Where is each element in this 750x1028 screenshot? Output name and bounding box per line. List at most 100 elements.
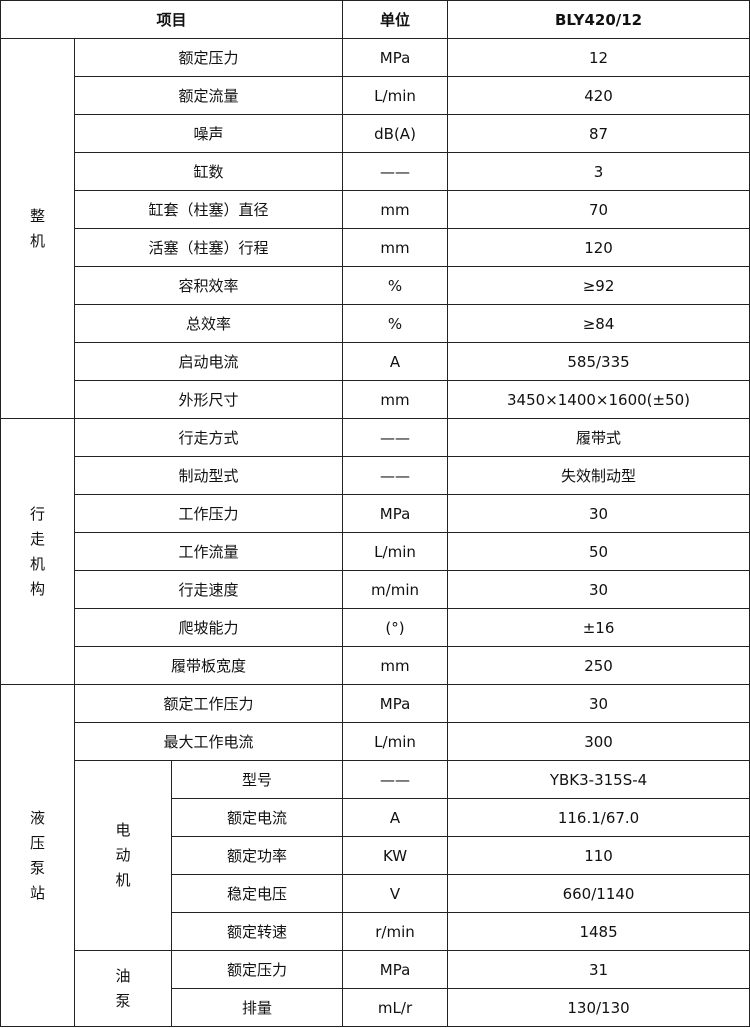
item-cell: 额定流量	[73, 76, 344, 115]
table-row: 额定转速 r/min 1485	[1, 912, 750, 951]
group-label: 整机	[0, 38, 75, 419]
unit-cell: ——	[342, 760, 449, 799]
table-row: 活塞（柱塞）行程 mm 120	[1, 228, 750, 267]
table-row: 爬坡能力 (°) ±16	[1, 608, 750, 647]
group-label-char: 液	[29, 808, 45, 827]
table-row: 工作流量 L/min 50	[1, 532, 750, 571]
group-label-char: 电	[115, 821, 131, 839]
group-label-char: 油	[115, 966, 131, 985]
item-cell: 爬坡能力	[73, 608, 344, 647]
table-row: 工作压力 MPa 30	[1, 494, 750, 533]
value-cell: 116.1/67.0	[447, 798, 750, 837]
unit-cell: dB(A)	[342, 114, 449, 153]
value-cell: 失效制动型	[447, 456, 750, 495]
table-row: 行走机构行走方式 —— 履带式	[0, 418, 750, 685]
value-cell: 660/1140	[447, 874, 750, 913]
table-row: 最大工作电流 L/min 300	[1, 722, 750, 761]
item-cell: 工作压力	[73, 494, 344, 533]
unit-cell: L/min	[342, 532, 449, 571]
value-cell: ≥92	[447, 266, 750, 305]
item-cell: 额定转速	[170, 912, 344, 951]
unit-cell: L/min	[342, 76, 449, 115]
group-label-char: 机	[29, 554, 45, 573]
unit-cell: A	[342, 798, 449, 837]
table-row: 油泵额定压力 MPa 31	[1, 950, 750, 1027]
table-row: 履带板宽度 mm 250	[1, 646, 750, 685]
table-row: 缸套（柱塞）直径 mm 70	[1, 190, 750, 229]
value-cell: 585/335	[447, 342, 750, 381]
item-cell: 行走方式	[73, 418, 344, 457]
unit-cell: ——	[342, 418, 449, 457]
item-cell: 总效率	[73, 304, 344, 343]
table-row: 整机额定压力 MPa 12	[0, 38, 750, 419]
group-label-char: 泵	[115, 991, 131, 1010]
unit-cell: m/min	[342, 570, 449, 609]
value-cell: 300	[447, 722, 750, 761]
unit-cell: MPa	[342, 38, 449, 77]
item-cell: 履带板宽度	[73, 646, 344, 685]
item-cell: 排量	[170, 988, 344, 1027]
table-row: 额定功率 KW 110	[1, 836, 750, 875]
table-row: 总效率% ≥84	[1, 304, 750, 343]
item-cell: 噪声	[73, 114, 344, 153]
group-label-char: 压	[29, 833, 45, 852]
value-cell: 31	[447, 950, 750, 989]
subgroup-label: 电动机	[74, 760, 172, 951]
unit-cell: mm	[342, 190, 449, 229]
group-label-char: 站	[29, 883, 45, 902]
table-row: 额定电流 A 116.1/67.0	[1, 798, 750, 837]
group-label: 行走机构	[0, 418, 75, 685]
group-label: 液压泵站	[0, 684, 75, 1027]
header-model: BLY420/12	[447, 0, 750, 39]
item-cell: 额定功率	[170, 836, 344, 875]
header-unit: 单位	[342, 0, 449, 39]
unit-cell: r/min	[342, 912, 449, 951]
value-cell: 履带式	[447, 418, 750, 457]
table-row: 排量 mL/r 130/130	[1, 988, 750, 1027]
item-cell: 额定压力	[73, 38, 344, 77]
unit-cell: MPa	[342, 950, 449, 989]
subgroup-label: 油泵	[74, 950, 172, 1027]
table-row: 外形尺寸 mm 3450×1400×1600(±50)	[1, 380, 750, 419]
unit-cell: ——	[342, 152, 449, 191]
value-cell: 30	[447, 494, 750, 533]
unit-cell: ——	[342, 456, 449, 495]
value-cell: 110	[447, 836, 750, 875]
value-cell: 130/130	[447, 988, 750, 1027]
item-cell: 行走速度	[73, 570, 344, 609]
item-cell: 最大工作电流	[73, 722, 344, 761]
value-cell: 3450×1400×1600(±50)	[447, 380, 750, 419]
table-row: 额定流量 L/min 420	[1, 76, 750, 115]
unit-cell: KW	[342, 836, 449, 875]
item-cell: 缸套（柱塞）直径	[73, 190, 344, 229]
group-label-char: 机	[29, 231, 45, 250]
value-cell: 30	[447, 570, 750, 609]
header-item: 项目	[0, 0, 344, 39]
header-row: 项目 单位 BLY420/12	[0, 0, 750, 39]
value-cell: 70	[447, 190, 750, 229]
value-cell: 420	[447, 76, 750, 115]
item-cell: 外形尺寸	[73, 380, 344, 419]
item-cell: 稳定电压	[170, 874, 344, 913]
value-cell: 120	[447, 228, 750, 267]
table-row: 液压泵站额定工作压力 MPa 30	[0, 684, 750, 1027]
item-cell: 容积效率	[73, 266, 344, 305]
value-cell: 1485	[447, 912, 750, 951]
item-cell: 型号	[170, 760, 344, 799]
value-cell: ≥84	[447, 304, 750, 343]
value-cell: 3	[447, 152, 750, 191]
unit-cell: mm	[342, 646, 449, 685]
table-row: 缸数 —— 3	[1, 152, 750, 191]
item-cell: 额定工作压力	[73, 684, 344, 723]
group-label-char: 行	[29, 504, 45, 523]
table-row: 行走速度 m/min 30	[1, 570, 750, 609]
unit-cell: L/min	[342, 722, 449, 761]
value-cell: 12	[447, 38, 750, 77]
unit-cell: mm	[342, 228, 449, 267]
table-row: 稳定电压 V 660/1140	[1, 874, 750, 913]
unit-cell: A	[342, 342, 449, 381]
item-cell: 额定压力	[170, 950, 344, 989]
item-cell: 缸数	[73, 152, 344, 191]
group-label-char: 构	[29, 579, 45, 598]
